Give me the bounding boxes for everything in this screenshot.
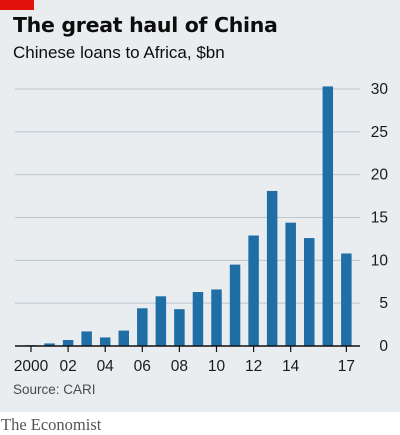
y-tick-label: 15 — [371, 210, 388, 227]
bar-2005 — [118, 330, 129, 346]
chart-subtitle: Chinese loans to Africa, $bn — [13, 43, 225, 62]
x-tick-label: 14 — [282, 358, 300, 375]
bar-2002 — [62, 340, 74, 346]
gridlines — [15, 88, 360, 304]
y-tick-label: 30 — [371, 81, 389, 98]
bar-2006 — [137, 308, 148, 346]
y-tick-label: 0 — [379, 338, 388, 355]
bar-2014 — [285, 222, 296, 346]
y-tick-label: 5 — [379, 295, 388, 312]
brand-accent-tag — [0, 0, 34, 10]
bar-chart: 0 5 10 15 20 25 30 2000 02 04 06 08 10 12 14 17 — [14, 81, 389, 375]
x-axis-labels: 2000 02 04 06 08 10 12 14 17 — [14, 346, 355, 375]
bars — [25, 86, 352, 347]
bar-2001 — [44, 343, 55, 346]
bar-2017 — [341, 253, 352, 346]
chart-title: The great haul of China — [13, 13, 278, 37]
x-tick-label: 12 — [245, 358, 262, 375]
x-tick-label: 17 — [338, 358, 355, 375]
bar-2012 — [248, 235, 259, 346]
x-tick-label: 04 — [97, 358, 115, 375]
y-tick-label: 20 — [371, 167, 389, 184]
x-tick-label: 10 — [208, 358, 226, 375]
x-tick-label: 2000 — [14, 358, 49, 375]
bar-2010 — [211, 289, 222, 346]
x-tick-label: 08 — [171, 358, 188, 375]
bar-2011 — [229, 264, 241, 346]
bar-2004 — [99, 337, 111, 346]
bar-2009 — [192, 292, 204, 346]
chart-source: Source: CARI — [13, 382, 96, 397]
bar-2016 — [322, 86, 334, 347]
y-tick-label: 25 — [371, 124, 388, 141]
y-tick-label: 10 — [371, 252, 389, 269]
bar-2013 — [266, 190, 278, 346]
x-tick-label: 02 — [59, 358, 76, 375]
x-tick-label: 06 — [134, 358, 151, 375]
y-axis-labels: 0 5 10 15 20 25 30 — [371, 81, 389, 355]
bar-2007 — [155, 296, 167, 346]
bar-2008 — [174, 309, 185, 346]
brand-wordmark: The Economist — [1, 415, 102, 434]
bar-2003 — [81, 331, 92, 346]
bar-2015 — [304, 238, 315, 346]
